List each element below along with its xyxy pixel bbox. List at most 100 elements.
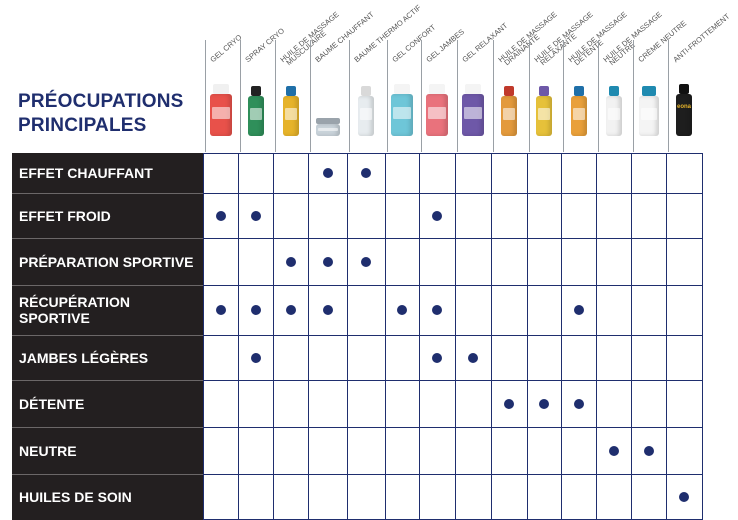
dot-marker (608, 445, 619, 456)
dot-marker (285, 305, 296, 315)
label-leader-line (310, 40, 311, 152)
grid-column-line (455, 153, 456, 520)
product-body (391, 94, 413, 136)
label-leader-line (598, 40, 599, 152)
product-label-band (211, 106, 230, 120)
grid-row-line (203, 427, 702, 428)
product-cap (394, 84, 410, 94)
dot-marker (573, 305, 584, 315)
product-body (315, 124, 340, 136)
row-label-divider (12, 427, 203, 428)
grid-row-line (203, 380, 702, 381)
label-leader-line (457, 40, 458, 152)
title-line-1: PRÉOCUPATIONS (18, 91, 184, 112)
product-cap (641, 86, 656, 96)
product-cap (212, 84, 229, 94)
dot-marker (250, 210, 261, 221)
dot-marker (679, 492, 689, 502)
row-label-jambes-legeres: JAMBES LÉGÈRES (12, 335, 203, 380)
grid-column-line (385, 153, 386, 520)
label-leader-line (668, 40, 669, 152)
title-line-2: PRINCIPALES (18, 115, 147, 136)
product-image-huile-de-massage-musculaire (282, 86, 299, 136)
product-label-band (464, 106, 482, 120)
grid-column-line (347, 153, 348, 520)
grid-row-line (203, 335, 702, 336)
row-label-divider (12, 193, 203, 194)
product-label-band (317, 127, 338, 132)
dot-marker (468, 352, 478, 363)
product-label-band (249, 108, 262, 120)
product-cap (679, 84, 689, 94)
label-leader-line (205, 40, 206, 152)
row-label-divider (12, 285, 203, 286)
dot-marker (361, 256, 371, 267)
product-body (570, 96, 587, 136)
row-label-divider (12, 335, 203, 336)
dot-marker (643, 445, 654, 456)
product-label-band (607, 108, 620, 120)
dot-marker (215, 210, 226, 221)
dot-marker (250, 305, 261, 315)
dot-marker (432, 210, 442, 221)
product-cap (465, 84, 481, 94)
grid-column-line (666, 153, 667, 520)
grid-column-line (631, 153, 632, 520)
product-label-band (360, 108, 372, 120)
dot-marker (215, 305, 226, 315)
product-cap (315, 118, 340, 124)
grid-column-line (702, 153, 703, 520)
grid-row-line (203, 153, 702, 154)
product-image-spray-cryo (247, 86, 264, 136)
dot-marker (322, 256, 333, 267)
label-leader-line (529, 40, 530, 152)
grid-column-line (596, 153, 597, 520)
product-cap (608, 86, 619, 96)
row-label-neutre: NEUTRE (12, 427, 203, 474)
product-image-baume-chauffant (315, 118, 340, 136)
product-cap (250, 86, 261, 96)
grid-row-line (203, 474, 702, 475)
grid-row-line (203, 238, 702, 239)
row-label-recuperation-sportive: RÉCUPÉRATION SPORTIVE (12, 285, 203, 335)
product-body (638, 96, 659, 136)
label-leader-line (563, 40, 564, 152)
product-body (282, 96, 299, 136)
dot-marker (539, 398, 549, 409)
row-label-divider (12, 380, 203, 381)
label-leader-line (240, 40, 241, 152)
product-cap (573, 86, 584, 96)
row-label-divider (12, 474, 203, 475)
product-cap (361, 86, 371, 96)
product-cap (539, 86, 549, 96)
dot-marker (322, 168, 333, 178)
product-image-gel-confort (391, 84, 413, 136)
product-body (536, 96, 552, 136)
dot-marker (322, 305, 333, 315)
product-image-baume-thermo-actif (358, 86, 374, 136)
grid-column-line (527, 153, 528, 520)
row-label-huiles-de-soin: HUILES DE SOIN (12, 474, 203, 520)
page-title: PRÉOCUPATIONS PRINCIPALES (18, 90, 208, 138)
dot-marker (432, 352, 442, 363)
product-label-band (572, 108, 585, 120)
label-leader-line (421, 40, 422, 152)
dot-marker (397, 305, 407, 315)
product-image-huile-de-massage-neutre (605, 86, 622, 136)
grid-column-line (238, 153, 239, 520)
row-label-divider (12, 238, 203, 239)
row-label-effet-chauffant: EFFET CHAUFFANT (12, 153, 203, 193)
grid-row-line (203, 193, 702, 194)
product-image-huile-de-massage-relaxante (536, 86, 552, 136)
product-body (358, 96, 374, 136)
row-label-detente: DÉTENTE (12, 380, 203, 427)
product-image-cr-me-neutre (638, 86, 659, 136)
grid-column-line (419, 153, 420, 520)
grid-row-line (203, 285, 702, 286)
dot-marker (361, 168, 371, 178)
row-label-effet-froid: EFFET FROID (12, 193, 203, 238)
product-label-band (428, 106, 446, 120)
label-leader-line (349, 40, 350, 152)
product-label-band (284, 108, 297, 120)
product-body (501, 96, 517, 136)
